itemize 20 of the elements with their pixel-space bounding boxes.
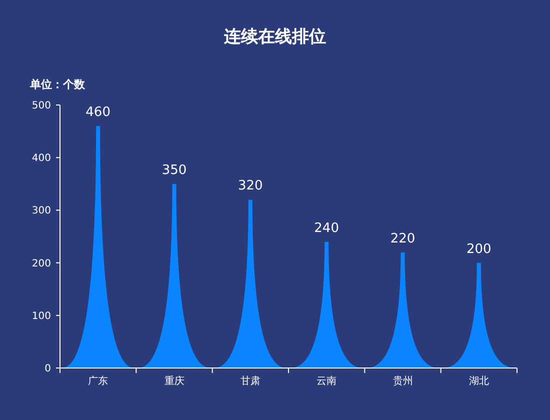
data-label: 220	[390, 231, 416, 246]
x-tick-label: 湖北	[468, 375, 489, 387]
data-label: 240	[314, 220, 339, 236]
y-tick-label: 300	[32, 206, 51, 217]
data-label: 200	[466, 242, 492, 257]
x-tick-label: 重庆	[164, 375, 184, 387]
chart-title: 连续在线排位	[223, 27, 326, 47]
y-tick-label: 500	[32, 100, 51, 112]
y-tick-label: 200	[32, 258, 51, 270]
data-label: 320	[238, 178, 263, 194]
x-tick-label: 广东	[88, 375, 108, 387]
x-tick-label: 云南	[316, 375, 337, 387]
x-tick-label: 甘肃	[240, 375, 260, 387]
data-label: 350	[162, 162, 187, 178]
y-tick-label: 400	[32, 153, 51, 164]
y-tick-label: 0	[44, 364, 51, 374]
x-tick-label: 贵州	[392, 375, 413, 387]
y-axis-title: 单位：个数	[29, 78, 86, 91]
data-label: 460	[86, 105, 110, 120]
y-tick-label: 100	[32, 310, 51, 322]
